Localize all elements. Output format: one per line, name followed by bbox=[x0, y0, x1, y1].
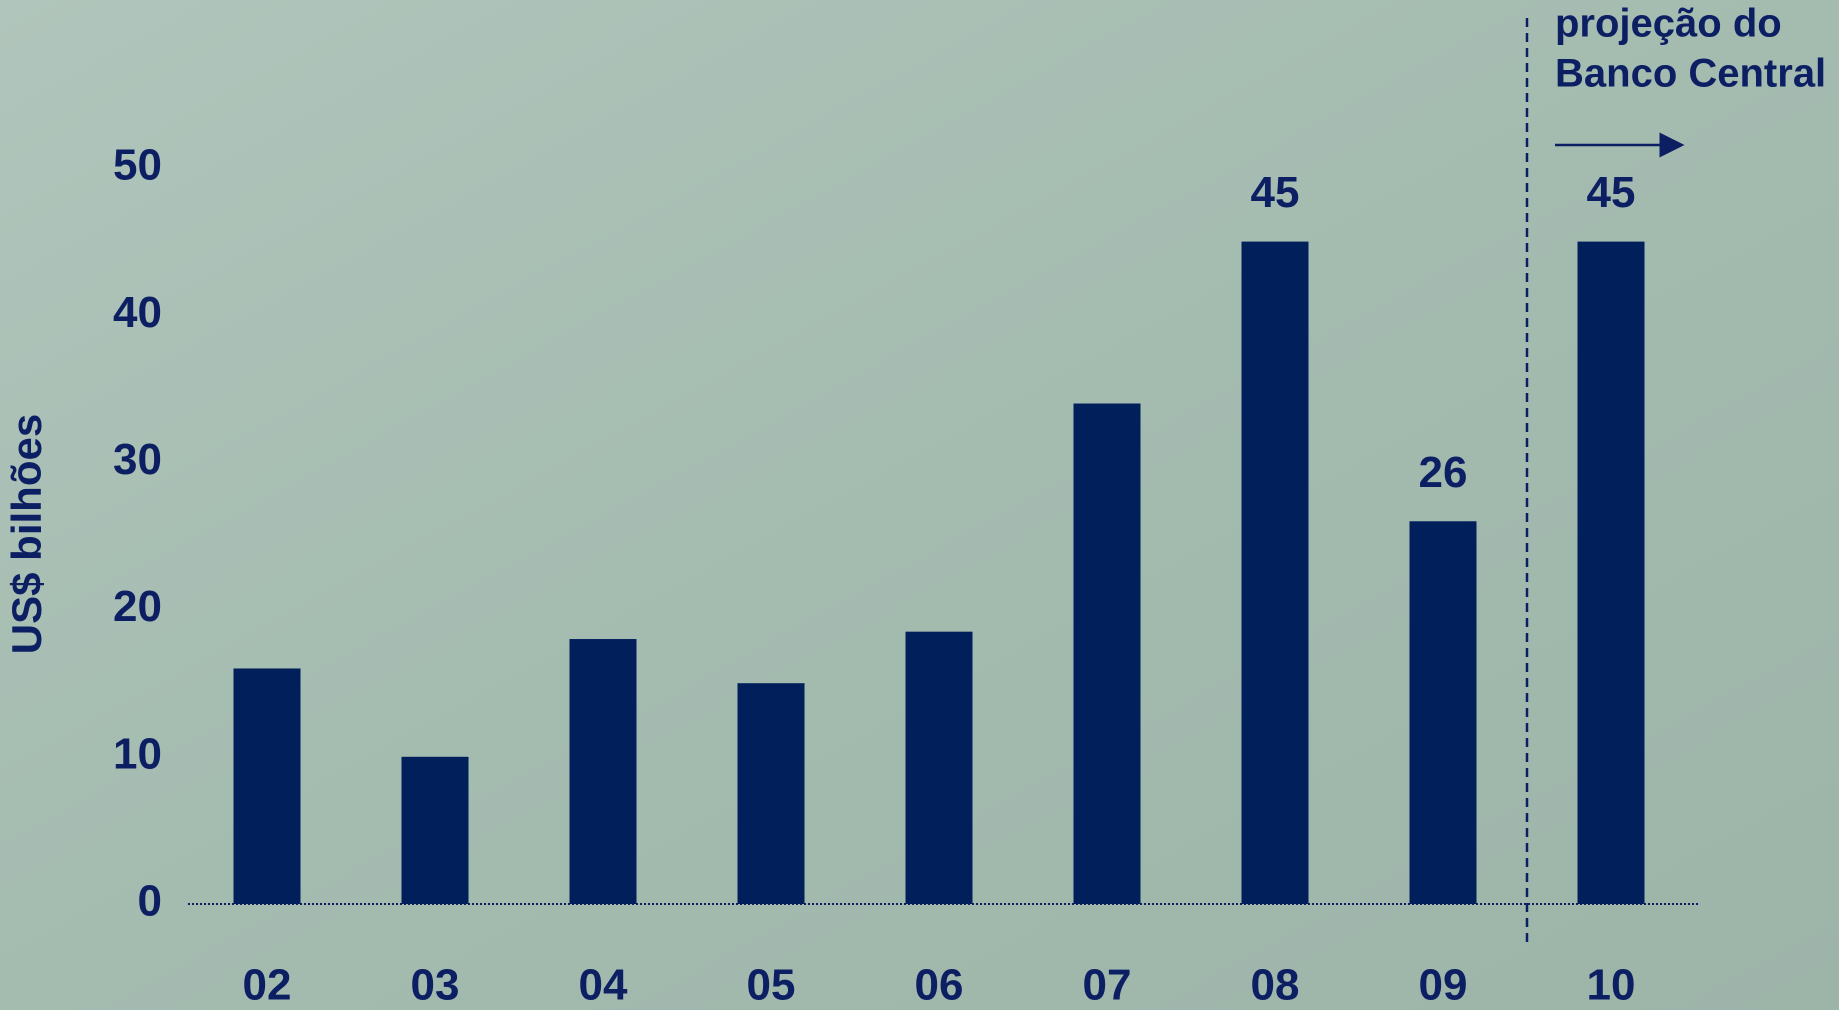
bar bbox=[569, 639, 637, 904]
y-tick-label: 50 bbox=[113, 141, 162, 190]
annotation: projeção do bbox=[1555, 2, 1782, 46]
y-tick-label: 10 bbox=[113, 729, 162, 778]
bar bbox=[737, 683, 805, 904]
x-tick-label: 07 bbox=[1083, 961, 1132, 1010]
value-label: 45 bbox=[1587, 168, 1636, 217]
y-tick-label: 40 bbox=[113, 288, 162, 337]
y-axis-label: US$ bilhões bbox=[3, 414, 50, 654]
bar bbox=[1241, 241, 1309, 905]
value-label: 26 bbox=[1419, 448, 1468, 497]
y-tick-label: 0 bbox=[138, 877, 162, 926]
value-label: 45 bbox=[1251, 168, 1300, 217]
y-tick-label: 20 bbox=[113, 582, 162, 631]
bar bbox=[905, 631, 973, 904]
bar bbox=[233, 668, 301, 904]
bar bbox=[1073, 403, 1141, 904]
bar bbox=[1577, 241, 1645, 905]
x-tick-label: 05 bbox=[747, 961, 796, 1010]
x-tick-label: 04 bbox=[579, 961, 628, 1010]
x-tick-label: 06 bbox=[915, 961, 964, 1010]
x-tick-label: 03 bbox=[411, 961, 460, 1010]
y-tick-label: 30 bbox=[113, 435, 162, 484]
x-tick-label: 09 bbox=[1419, 961, 1468, 1010]
x-tick-label: 02 bbox=[243, 961, 292, 1010]
x-tick-label: 08 bbox=[1251, 961, 1300, 1010]
bar bbox=[1409, 521, 1477, 904]
x-tick-label: 10 bbox=[1587, 961, 1636, 1010]
bar bbox=[401, 756, 469, 904]
annotation: Banco Central bbox=[1555, 52, 1826, 96]
